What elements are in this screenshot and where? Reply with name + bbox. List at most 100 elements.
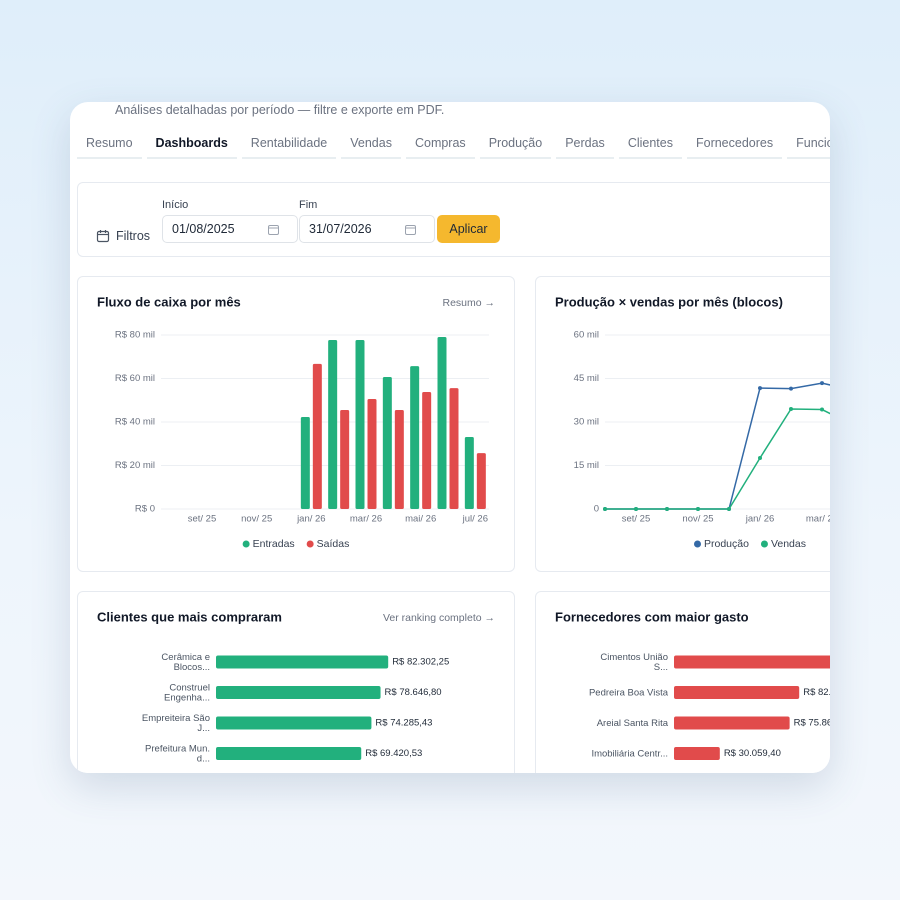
point [727, 507, 731, 511]
chart: Clientes que mais compraram Ver ranking c… [97, 609, 495, 764]
point [758, 455, 762, 460]
point [634, 507, 638, 511]
apply-button[interactable]: Aplicar [437, 215, 500, 243]
y-tick-label: 60 mil [574, 330, 599, 341]
category-line: Prefeitura Mun. [145, 743, 210, 754]
chart-title: Fornecedores com maior gasto [555, 609, 749, 624]
chart-title: Produção × vendas por mês (blocos) [555, 294, 783, 309]
tab[interactable]: Vendas [341, 136, 401, 159]
end-date-input[interactable]: 31/07/2026 [299, 215, 435, 243]
category-label: Areial Santa Rita [597, 718, 669, 729]
bar [340, 410, 350, 509]
point [696, 507, 700, 511]
tab[interactable]: Rentabilidade [241, 136, 337, 159]
value-label: R$ 74.285,43 [375, 718, 432, 729]
x-tick-label: set/ 25 [188, 514, 217, 525]
tab[interactable]: Dashboards [146, 136, 237, 159]
point [789, 406, 793, 411]
x-tick-label: mar/ 26 [350, 514, 382, 525]
x-tick-label: jan/ 26 [296, 514, 326, 525]
chart-card: Fluxo de caixa por mês Resumo → R$ 0 R$ 20 … [77, 276, 515, 572]
bar [216, 716, 372, 730]
category-line: Blocos... [174, 662, 210, 673]
legend: Entradas Saídas [242, 538, 350, 550]
dashboard-window: Análises detalhadas por período — filtre… [70, 102, 830, 773]
start-date-input[interactable]: 01/08/2025 [162, 215, 298, 243]
category-line: Imobiliária Centr... [591, 748, 668, 759]
legend-marker [242, 540, 250, 548]
bar [674, 686, 800, 699]
legend-label: Saídas [317, 538, 350, 550]
tab-bar: Resumo Dashboards Rentabilidade Vendas Compr… [77, 136, 830, 159]
category-line: Construel [169, 682, 210, 693]
bar [422, 391, 432, 509]
category-label: Cerâmica e Blocos... [161, 652, 210, 673]
category-line: Empreiteira São [142, 713, 210, 724]
value-label: R$ 30.059,40 [724, 748, 781, 759]
x-tick-label: jul/ 26 [462, 514, 488, 525]
subtitle: Análises detalhadas por período — filtre… [115, 103, 445, 117]
category-line: d... [197, 753, 210, 764]
bar [449, 388, 459, 509]
tab[interactable]: Funcionários [787, 136, 830, 159]
x-tick-label: mar/ 26 [806, 514, 830, 525]
end-date: 31/07/2026 [309, 222, 372, 236]
tab[interactable]: Resumo [77, 136, 142, 159]
end-label: Fim [299, 199, 318, 211]
line [605, 408, 830, 510]
legend-label: Entradas [253, 538, 295, 550]
tab[interactable]: Produção [479, 136, 552, 159]
bar [328, 340, 338, 509]
tab[interactable]: Clientes [618, 136, 682, 159]
bar [300, 416, 310, 509]
bar [382, 376, 392, 509]
point [820, 407, 824, 412]
category-line: Cerâmica e [161, 652, 210, 663]
legend-label: Produção [704, 538, 749, 550]
y-tick-label: 30 mil [574, 417, 599, 428]
point [603, 507, 607, 511]
line [605, 382, 830, 510]
category-label: Empreiteira São J... [142, 713, 210, 734]
point [758, 386, 762, 391]
y-tick-label: R$ 0 [135, 504, 155, 515]
chart-link[interactable]: Resumo → [442, 297, 495, 309]
legend-label: Vendas [771, 538, 806, 550]
bar [312, 363, 322, 509]
chart-link[interactable]: Ver ranking completo → [383, 612, 495, 624]
tab[interactable]: Perdas [556, 136, 614, 159]
filter-panel: Filtros Início 01/08/2025 Fim 31/07/2026… [77, 182, 830, 257]
calendar-icon [96, 230, 110, 243]
start-label: Início [162, 199, 189, 211]
x-tick-label: set/ 25 [622, 514, 651, 525]
bar [216, 747, 362, 760]
x-tick-label: jan/ 26 [745, 514, 775, 525]
bar [476, 453, 486, 509]
y-tick-label: R$ 20 mil [115, 460, 155, 471]
value-label: R$ 82.150,00 [803, 687, 830, 698]
tab[interactable]: Fornecedores [686, 136, 783, 159]
chart-card: Produção × vendas por mês (blocos) 0 15 mi… [535, 276, 830, 572]
category-line: Cimentos União [600, 652, 668, 663]
legend-marker [694, 540, 701, 548]
x-tick-label: mai/ 26 [405, 514, 436, 525]
category-label: Imobiliária Centr... [591, 748, 668, 759]
category-label: Cimentos União S... [600, 652, 668, 673]
tab[interactable]: Compras [405, 136, 475, 159]
chart: Fluxo de caixa por mês Resumo → R$ 0 R$ 20 … [97, 294, 495, 550]
y-tick-label: R$ 60 mil [115, 373, 155, 384]
value-label: R$ 78.646,80 [385, 687, 442, 698]
chart-card: Fornecedores com maior gasto Cimentos Uni… [535, 591, 830, 773]
x-tick-label: nov/ 25 [682, 514, 713, 525]
chart: Produção × vendas por mês (blocos) 0 15 mi… [555, 294, 830, 550]
bar [394, 410, 404, 509]
calendar-icon [405, 225, 416, 235]
category-label: Prefeitura Mun. d... [145, 743, 210, 764]
category-line: Pedreira Boa Vista [589, 687, 669, 698]
y-tick-label: R$ 80 mil [115, 330, 155, 341]
legend-marker [760, 540, 768, 548]
chart: Fornecedores com maior gasto Cimentos Uni… [555, 609, 830, 760]
bar [216, 686, 381, 699]
calendar-icon [268, 225, 279, 235]
chart-title: Fluxo de caixa por mês [97, 294, 241, 309]
